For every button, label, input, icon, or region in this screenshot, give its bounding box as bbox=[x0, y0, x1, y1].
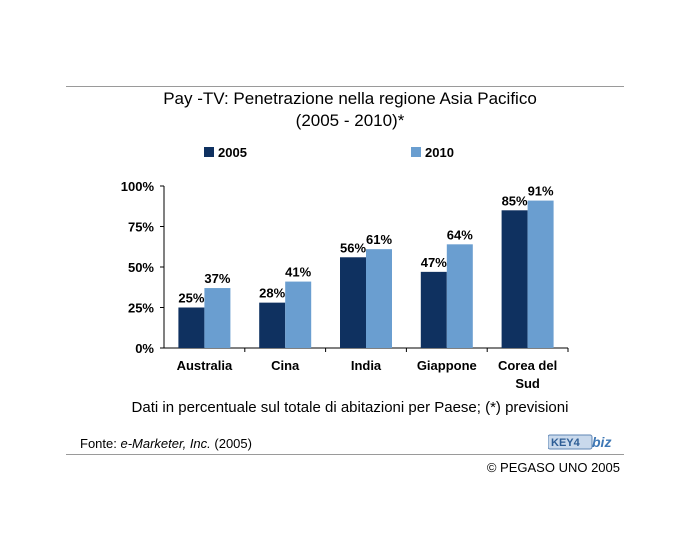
y-tick-label: 100% bbox=[121, 179, 155, 194]
bar-2010 bbox=[446, 244, 473, 348]
svg-text:biz: biz bbox=[592, 434, 611, 450]
x-tick-label: Giappone bbox=[417, 358, 477, 373]
data-label-2005: 25% bbox=[178, 291, 204, 306]
y-tick-label: 50% bbox=[128, 260, 154, 275]
legend-label-2010: 2010 bbox=[425, 145, 454, 160]
top-divider bbox=[66, 86, 624, 87]
y-tick-label: 25% bbox=[128, 301, 154, 316]
bar-2005 bbox=[259, 302, 286, 348]
y-tick-label: 75% bbox=[128, 220, 154, 235]
data-label-2010: 91% bbox=[528, 184, 554, 199]
bar-2010 bbox=[285, 281, 312, 348]
x-tick-label: Australia bbox=[177, 358, 233, 373]
bar-2005 bbox=[178, 307, 205, 348]
x-tick-label: Cina bbox=[271, 358, 300, 373]
data-label-2005: 28% bbox=[259, 286, 285, 301]
data-label-2005: 85% bbox=[502, 193, 528, 208]
bar-2010 bbox=[527, 200, 554, 348]
bar-2005 bbox=[501, 210, 528, 348]
bottom-divider bbox=[66, 454, 624, 455]
data-label-2005: 47% bbox=[421, 255, 447, 270]
chart-title: Pay -TV: Penetrazione nella regione Asia… bbox=[163, 89, 537, 108]
x-tick-label: Sud bbox=[515, 376, 540, 391]
source-prefix: Fonte: bbox=[80, 436, 121, 451]
data-label-2010: 61% bbox=[366, 232, 392, 247]
legend-label-2005: 2005 bbox=[218, 145, 247, 160]
key4biz-logo[interactable]: KEY4 biz bbox=[548, 432, 624, 452]
svg-text:KEY4: KEY4 bbox=[551, 437, 581, 449]
x-tick-label: Corea del bbox=[498, 358, 557, 373]
bar-2005 bbox=[420, 271, 447, 348]
copyright: © PEGASO UNO 2005 bbox=[486, 460, 620, 475]
data-label-2010: 41% bbox=[285, 265, 311, 280]
bar-chart: 2005 20100%25%50%75%100%25%37%Australia28… bbox=[121, 145, 569, 391]
source-suffix: (2005) bbox=[210, 436, 252, 451]
data-label-2010: 37% bbox=[204, 271, 230, 286]
source-credit: Fonte: e-Marketer, Inc. (2005) bbox=[80, 436, 252, 451]
chart-note: Dati in percentuale sul totale di abitaz… bbox=[131, 399, 569, 416]
bar-2010 bbox=[204, 288, 231, 348]
x-tick-label: India bbox=[351, 358, 382, 373]
bar-2010 bbox=[366, 249, 392, 348]
bar-2005 bbox=[340, 257, 366, 348]
legend-swatch-2010 bbox=[411, 147, 421, 157]
legend-swatch-2005 bbox=[204, 147, 214, 157]
data-label-2005: 56% bbox=[340, 240, 366, 255]
chart-subtitle: (2005 - 2010)* bbox=[295, 111, 405, 130]
data-label-2010: 64% bbox=[447, 227, 473, 242]
source-name: e-Marketer, Inc. bbox=[120, 436, 211, 451]
y-tick-label: 0% bbox=[135, 341, 154, 356]
